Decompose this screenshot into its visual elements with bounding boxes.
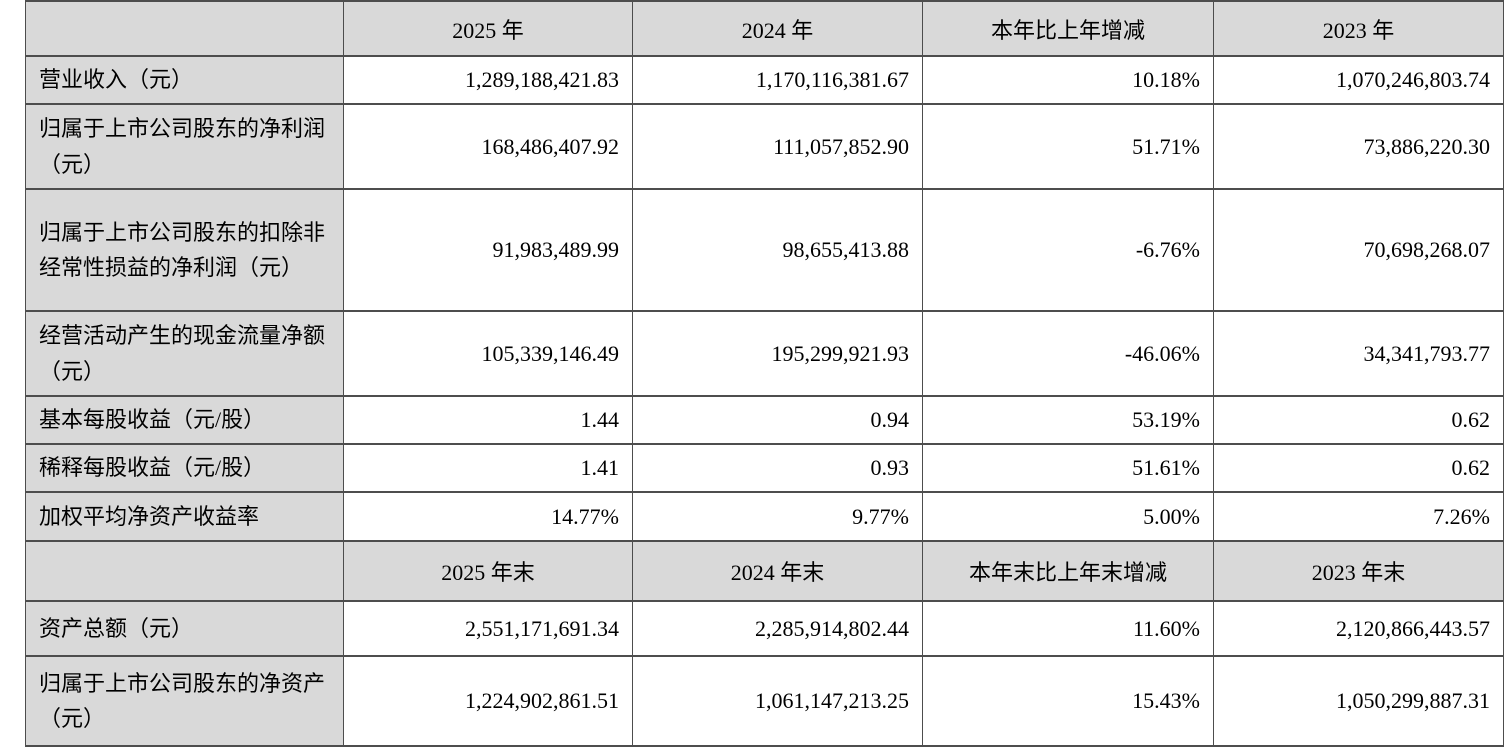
- col-header-2023-end: 2023 年末: [1213, 540, 1504, 602]
- basic-eps-change: 53.19%: [922, 395, 1214, 445]
- table-row-net-profit: 归属于上市公司股东的净利润（元） 168,486,407.92 111,057,…: [25, 103, 1504, 190]
- table-row-diluted-eps: 稀释每股收益（元/股） 1.41 0.93 51.61% 0.62: [25, 443, 1504, 493]
- col-header-2024-end: 2024 年末: [632, 540, 923, 602]
- table-row-net-assets: 归属于上市公司股东的净资产（元） 1,224,902,861.51 1,061,…: [25, 655, 1504, 747]
- row-label-net-profit: 归属于上市公司股东的净利润（元）: [25, 103, 344, 190]
- total-assets-2023: 2,120,866,443.57: [1213, 600, 1504, 657]
- net-profit-deducted-change: -6.76%: [922, 188, 1214, 312]
- corner-cell: [25, 0, 344, 57]
- total-assets-2024: 2,285,914,802.44: [632, 600, 923, 657]
- net-assets-2025: 1,224,902,861.51: [343, 655, 633, 747]
- net-profit-change: 51.71%: [922, 103, 1214, 190]
- row-label-revenue: 营业收入（元）: [25, 55, 344, 105]
- col-header-yoy-change: 本年比上年增减: [922, 0, 1214, 57]
- net-profit-2025: 168,486,407.92: [343, 103, 633, 190]
- net-profit-2023: 73,886,220.30: [1213, 103, 1504, 190]
- table-row-total-assets: 资产总额（元） 2,551,171,691.34 2,285,914,802.4…: [25, 600, 1504, 657]
- revenue-2023: 1,070,246,803.74: [1213, 55, 1504, 105]
- row-label-basic-eps: 基本每股收益（元/股）: [25, 395, 344, 445]
- period-header-row: 2025 年 2024 年 本年比上年增减 2023 年: [25, 0, 1504, 57]
- operating-cash-flow-2024: 195,299,921.93: [632, 310, 923, 397]
- basic-eps-2023: 0.62: [1213, 395, 1504, 445]
- row-label-total-assets: 资产总额（元）: [25, 600, 344, 657]
- net-assets-2024: 1,061,147,213.25: [632, 655, 923, 747]
- row-label-net-assets: 归属于上市公司股东的净资产（元）: [25, 655, 344, 747]
- revenue-change: 10.18%: [922, 55, 1214, 105]
- table-row-weighted-avg-roe: 加权平均净资产收益率 14.77% 9.77% 5.00% 7.26%: [25, 491, 1504, 542]
- diluted-eps-2025: 1.41: [343, 443, 633, 493]
- basic-eps-2025: 1.44: [343, 395, 633, 445]
- operating-cash-flow-change: -46.06%: [922, 310, 1214, 397]
- total-assets-change: 11.60%: [922, 600, 1214, 657]
- diluted-eps-2024: 0.93: [632, 443, 923, 493]
- row-label-weighted-avg-roe: 加权平均净资产收益率: [25, 491, 344, 542]
- weighted-avg-roe-change: 5.00%: [922, 491, 1214, 542]
- table-row-net-profit-deducted: 归属于上市公司股东的扣除非经常性损益的净利润（元） 91,983,489.99 …: [25, 188, 1504, 312]
- table-row-basic-eps: 基本每股收益（元/股） 1.44 0.94 53.19% 0.62: [25, 395, 1504, 445]
- net-profit-deducted-2025: 91,983,489.99: [343, 188, 633, 312]
- corner-cell-2: [25, 540, 344, 602]
- col-header-2025: 2025 年: [343, 0, 633, 57]
- row-label-net-profit-deducted: 归属于上市公司股东的扣除非经常性损益的净利润（元）: [25, 188, 344, 312]
- financial-summary-table: 2025 年 2024 年 本年比上年增减 2023 年 营业收入（元） 1,2…: [25, 0, 1504, 747]
- weighted-avg-roe-2024: 9.77%: [632, 491, 923, 542]
- row-label-diluted-eps: 稀释每股收益（元/股）: [25, 443, 344, 493]
- table-row-revenue: 营业收入（元） 1,289,188,421.83 1,170,116,381.6…: [25, 55, 1504, 105]
- operating-cash-flow-2023: 34,341,793.77: [1213, 310, 1504, 397]
- weighted-avg-roe-2023: 7.26%: [1213, 491, 1504, 542]
- financial-summary: 2025 年 2024 年 本年比上年增减 2023 年 营业收入（元） 1,2…: [25, 0, 1504, 747]
- net-profit-deducted-2023: 70,698,268.07: [1213, 188, 1504, 312]
- total-assets-2025: 2,551,171,691.34: [343, 600, 633, 657]
- row-label-operating-cash-flow: 经营活动产生的现金流量净额（元）: [25, 310, 344, 397]
- weighted-avg-roe-2025: 14.77%: [343, 491, 633, 542]
- col-header-yearend-change: 本年末比上年末增减: [922, 540, 1214, 602]
- revenue-2024: 1,170,116,381.67: [632, 55, 923, 105]
- yearend-header-row: 2025 年末 2024 年末 本年末比上年末增减 2023 年末: [25, 540, 1504, 602]
- basic-eps-2024: 0.94: [632, 395, 923, 445]
- net-assets-change: 15.43%: [922, 655, 1214, 747]
- table-row-operating-cash-flow: 经营活动产生的现金流量净额（元） 105,339,146.49 195,299,…: [25, 310, 1504, 397]
- revenue-2025: 1,289,188,421.83: [343, 55, 633, 105]
- operating-cash-flow-2025: 105,339,146.49: [343, 310, 633, 397]
- net-assets-2023: 1,050,299,887.31: [1213, 655, 1504, 747]
- diluted-eps-2023: 0.62: [1213, 443, 1504, 493]
- col-header-2025-end: 2025 年末: [343, 540, 633, 602]
- col-header-2023: 2023 年: [1213, 0, 1504, 57]
- col-header-2024: 2024 年: [632, 0, 923, 57]
- diluted-eps-change: 51.61%: [922, 443, 1214, 493]
- net-profit-2024: 111,057,852.90: [632, 103, 923, 190]
- net-profit-deducted-2024: 98,655,413.88: [632, 188, 923, 312]
